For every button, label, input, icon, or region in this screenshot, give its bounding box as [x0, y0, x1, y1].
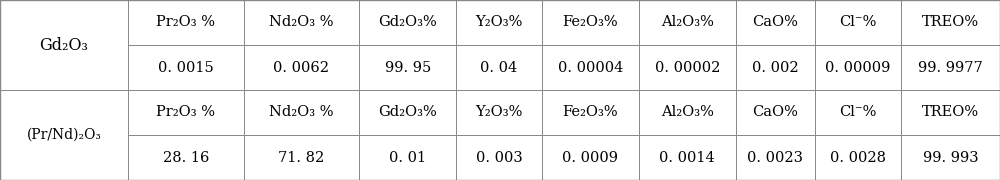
- Bar: [736, 0, 815, 45]
- Text: Gd₂O₃: Gd₂O₃: [40, 37, 88, 53]
- Text: 0. 0014: 0. 0014: [659, 150, 715, 165]
- Text: TREO%: TREO%: [922, 105, 979, 120]
- Text: 0. 0023: 0. 0023: [747, 150, 803, 165]
- Bar: [359, 90, 456, 135]
- Text: 99. 95: 99. 95: [385, 60, 431, 75]
- Text: Gd₂O₃%: Gd₂O₃%: [378, 15, 437, 30]
- Bar: [456, 45, 542, 90]
- Text: 0. 0028: 0. 0028: [830, 150, 886, 165]
- Bar: [542, 90, 639, 135]
- Text: Fe₂O₃%: Fe₂O₃%: [563, 105, 618, 120]
- Text: Y₂O₃%: Y₂O₃%: [475, 15, 523, 30]
- Bar: [359, 135, 456, 180]
- Text: Pr₂O₃ %: Pr₂O₃ %: [156, 105, 215, 120]
- Bar: [815, 135, 901, 180]
- Bar: [639, 90, 736, 135]
- Text: Al₂O₃%: Al₂O₃%: [661, 105, 714, 120]
- Bar: [128, 45, 244, 90]
- Text: Cl⁻%: Cl⁻%: [839, 15, 877, 30]
- Bar: [359, 45, 456, 90]
- Bar: [815, 45, 901, 90]
- Bar: [244, 135, 359, 180]
- Bar: [542, 0, 639, 45]
- Text: Nd₂O₃ %: Nd₂O₃ %: [269, 15, 334, 30]
- Bar: [901, 45, 1000, 90]
- Bar: [901, 90, 1000, 135]
- Text: Nd₂O₃ %: Nd₂O₃ %: [269, 105, 334, 120]
- Text: 0. 0015: 0. 0015: [158, 60, 214, 75]
- Text: 28. 16: 28. 16: [163, 150, 209, 165]
- Bar: [815, 0, 901, 45]
- Bar: [736, 135, 815, 180]
- Text: TREO%: TREO%: [922, 15, 979, 30]
- Bar: [639, 0, 736, 45]
- Bar: [901, 0, 1000, 45]
- Text: 0. 00002: 0. 00002: [655, 60, 720, 75]
- Text: CaO%: CaO%: [752, 105, 798, 120]
- Text: 0. 00004: 0. 00004: [558, 60, 623, 75]
- Text: CaO%: CaO%: [752, 15, 798, 30]
- Bar: [639, 45, 736, 90]
- Text: 0. 002: 0. 002: [752, 60, 799, 75]
- Bar: [244, 45, 359, 90]
- Text: Al₂O₃%: Al₂O₃%: [661, 15, 714, 30]
- Text: 99. 993: 99. 993: [923, 150, 978, 165]
- Text: Cl⁻%: Cl⁻%: [839, 105, 877, 120]
- Bar: [0, 90, 128, 180]
- Bar: [542, 45, 639, 90]
- Text: Fe₂O₃%: Fe₂O₃%: [563, 15, 618, 30]
- Bar: [456, 0, 542, 45]
- Bar: [359, 0, 456, 45]
- Text: 0. 0062: 0. 0062: [273, 60, 329, 75]
- Text: 0. 00009: 0. 00009: [825, 60, 891, 75]
- Text: Gd₂O₃%: Gd₂O₃%: [378, 105, 437, 120]
- Bar: [736, 90, 815, 135]
- Bar: [456, 90, 542, 135]
- Text: 0. 0009: 0. 0009: [562, 150, 618, 165]
- Bar: [639, 135, 736, 180]
- Bar: [815, 90, 901, 135]
- Bar: [542, 135, 639, 180]
- Bar: [128, 135, 244, 180]
- Bar: [128, 90, 244, 135]
- Text: 99. 9977: 99. 9977: [918, 60, 983, 75]
- Text: 0. 01: 0. 01: [389, 150, 426, 165]
- Text: 0. 003: 0. 003: [476, 150, 522, 165]
- Bar: [736, 45, 815, 90]
- Bar: [901, 135, 1000, 180]
- Text: (Pr/Nd)₂O₃: (Pr/Nd)₂O₃: [27, 128, 101, 142]
- Bar: [456, 135, 542, 180]
- Bar: [128, 0, 244, 45]
- Bar: [244, 90, 359, 135]
- Bar: [0, 0, 128, 90]
- Text: Pr₂O₃ %: Pr₂O₃ %: [156, 15, 215, 30]
- Bar: [244, 0, 359, 45]
- Text: 71. 82: 71. 82: [278, 150, 325, 165]
- Text: 0. 04: 0. 04: [480, 60, 518, 75]
- Text: Y₂O₃%: Y₂O₃%: [475, 105, 523, 120]
